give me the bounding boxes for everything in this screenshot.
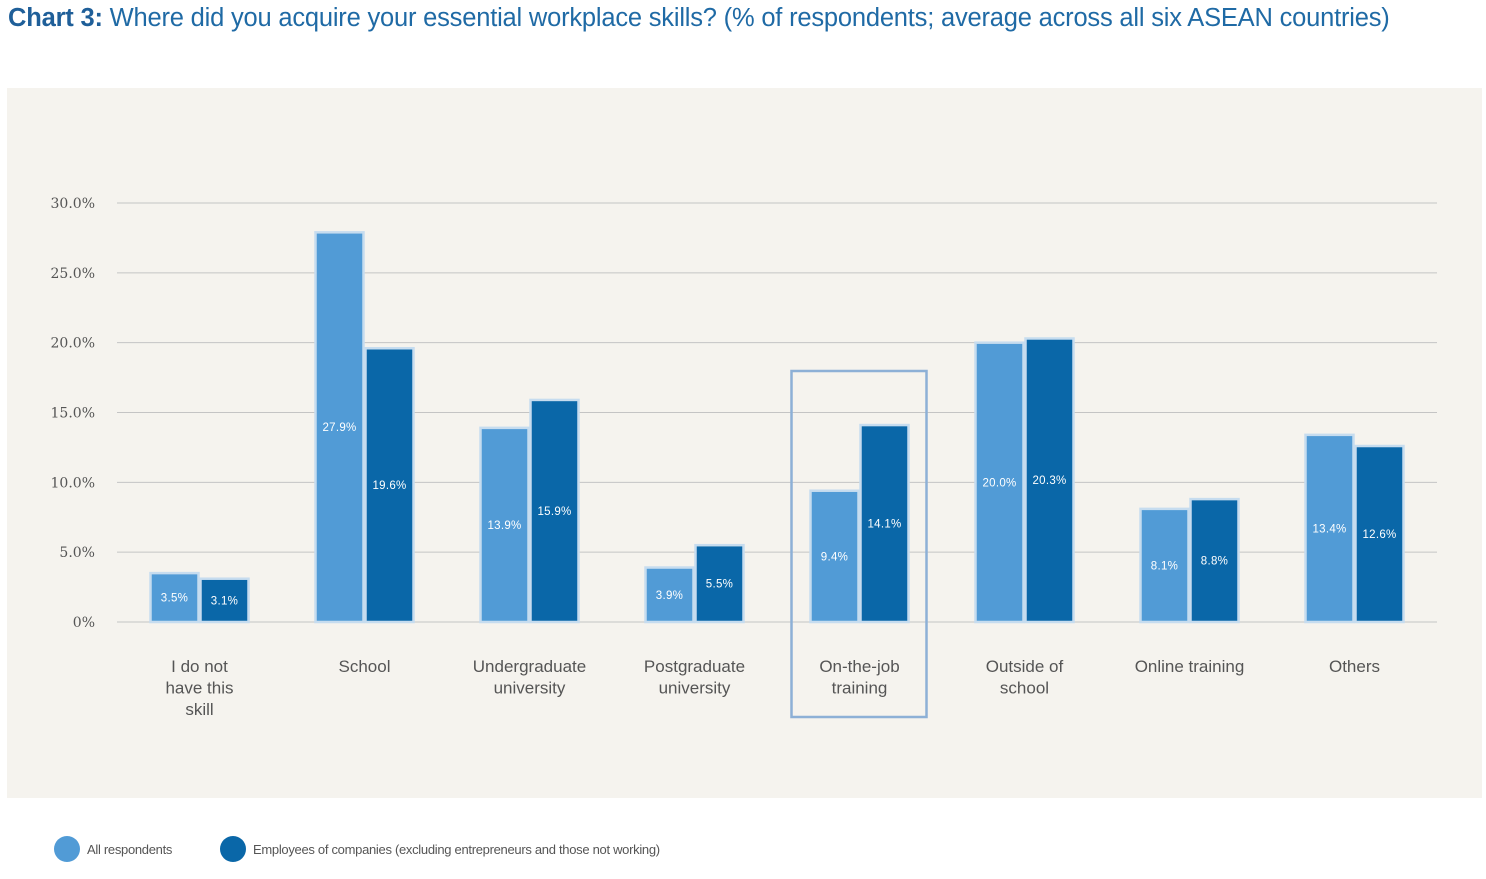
x-category-label-line: Postgraduate — [644, 657, 745, 676]
x-category-label: Online training — [1135, 657, 1245, 676]
bar-employees — [694, 543, 745, 624]
x-category-label-line: university — [494, 679, 566, 698]
x-category-label-line: School — [339, 657, 391, 676]
x-category-label: Others — [1329, 657, 1380, 676]
bar-employees — [1024, 337, 1075, 624]
x-category-label-line: school — [1000, 679, 1049, 698]
highlight-box — [790, 369, 928, 719]
x-category-label: Undergraduate university — [473, 657, 586, 698]
x-category-label: On-the-job training — [819, 657, 899, 698]
bar-value-label: 12.6% — [1362, 529, 1396, 541]
bar-value-label: 3.5% — [161, 593, 188, 605]
x-category-label: I do not have this skill — [165, 657, 233, 719]
bar-employees — [1189, 497, 1240, 624]
y-tick-label: 10.0% — [51, 475, 95, 491]
bar-value-label: 9.4% — [821, 551, 848, 563]
bar-value-label: 13.4% — [1312, 523, 1346, 535]
bar-all-respondents — [644, 566, 695, 624]
bar-all-respondents — [1304, 433, 1355, 624]
bar-value-label: 14.1% — [867, 519, 901, 531]
bar-all-respondents — [974, 341, 1025, 624]
bar-value-label: 20.3% — [1032, 475, 1066, 487]
x-category-label-line: university — [659, 679, 731, 698]
bar-value-label: 8.1% — [1151, 560, 1178, 572]
legend-item-employees: Employees of companies (excluding entrep… — [220, 836, 660, 862]
bar-value-label: 3.1% — [211, 595, 238, 607]
legend-label-employees: Employees of companies (excluding entrep… — [253, 841, 660, 857]
bar-all-respondents — [1139, 507, 1190, 624]
y-tick-label: 5.0% — [59, 545, 95, 561]
bar-all-respondents — [479, 426, 530, 624]
chart-title-text: Where did you acquire your essential wor… — [102, 4, 1390, 32]
bar-employees — [364, 347, 415, 624]
bar-employees — [529, 398, 580, 624]
bar-all-respondents — [314, 231, 365, 624]
bar-value-label: 19.6% — [372, 480, 406, 492]
x-category-label: School — [339, 657, 391, 676]
bar-employees — [199, 577, 250, 624]
y-tick-label: 20.0% — [51, 336, 95, 352]
legend: All respondents Employees of companies (… — [0, 836, 1486, 866]
x-category-label-line: have this — [165, 679, 233, 698]
x-category-label-line: Outside of — [986, 657, 1064, 676]
chart-panel — [7, 88, 1482, 798]
bar-value-label: 27.9% — [322, 422, 356, 434]
bar-value-label: 20.0% — [982, 477, 1016, 489]
bar-value-label: 15.9% — [537, 506, 571, 518]
chart-title-lead: Chart 3: — [8, 4, 103, 32]
y-tick-label: 0% — [73, 615, 95, 631]
x-category-label: Outside of school — [986, 657, 1064, 698]
legend-swatch-employees — [220, 836, 246, 862]
legend-swatch-all-respondents — [54, 836, 80, 862]
x-category-label: Postgraduate university — [644, 657, 745, 698]
y-tick-label: 30.0% — [51, 196, 95, 212]
bar-employees — [1354, 444, 1405, 624]
bar-value-label: 5.5% — [706, 579, 733, 591]
bar-value-label: 13.9% — [487, 520, 521, 532]
legend-label-all-respondents: All respondents — [87, 841, 173, 857]
y-tick-label: 25.0% — [51, 266, 95, 282]
x-category-label-line: On-the-job — [819, 657, 899, 676]
bar-employees — [859, 423, 910, 624]
x-category-label-line: Undergraduate — [473, 657, 586, 676]
legend-item-all-respondents: All respondents — [54, 836, 172, 862]
bar-all-respondents — [149, 571, 200, 624]
x-category-label-line: training — [832, 679, 888, 698]
chart-title: Chart 3: Where did you acquire your esse… — [8, 4, 1483, 33]
bar-all-respondents — [809, 489, 860, 624]
x-category-label-line: Online training — [1135, 657, 1245, 676]
y-tick-label: 15.0% — [51, 406, 95, 422]
x-category-label-line: skill — [185, 700, 213, 719]
x-category-label-line: I do not — [171, 657, 228, 676]
x-category-label-line: Others — [1329, 657, 1380, 676]
bar-value-label: 8.8% — [1201, 556, 1228, 568]
bar-value-label: 3.9% — [656, 590, 683, 602]
